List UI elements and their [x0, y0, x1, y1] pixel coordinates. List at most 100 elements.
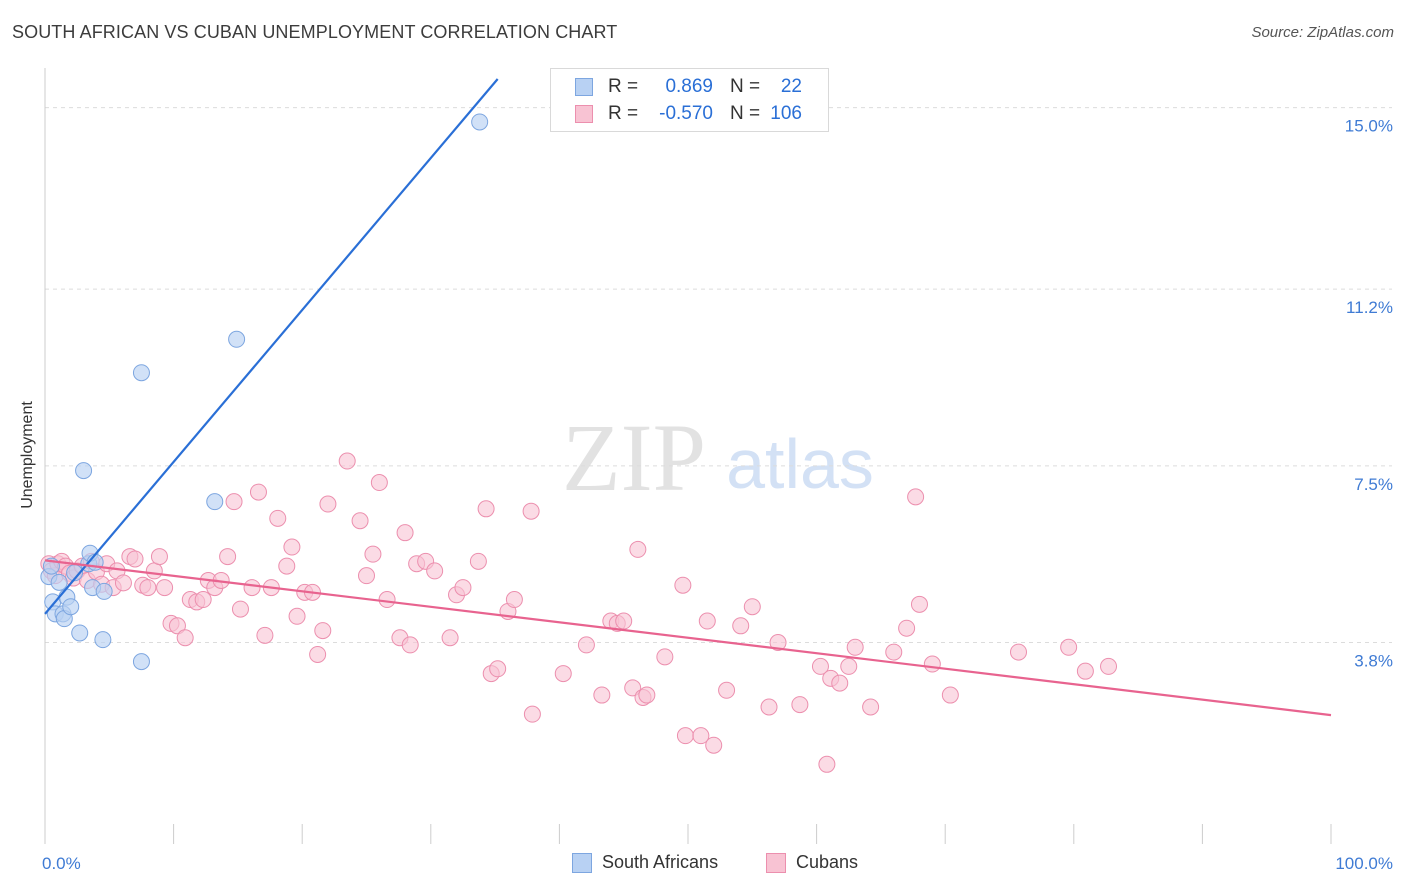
cubans-point	[505, 591, 523, 609]
cubans-point	[454, 579, 472, 597]
cubans-point	[629, 540, 647, 558]
south-africans-point	[71, 624, 89, 642]
cubans-point	[1060, 638, 1078, 656]
cubans-point	[269, 509, 287, 527]
cubans-point	[351, 512, 369, 530]
cubans-point	[156, 579, 174, 597]
cubans-point	[769, 634, 787, 652]
y-tick-label: 3.8%	[1354, 652, 1393, 671]
cubans-point	[283, 538, 301, 556]
cubans-point	[743, 598, 761, 616]
legend-item-cubans[interactable]: Cubans	[766, 852, 858, 873]
cubans-point	[941, 686, 959, 704]
cubans-point	[194, 591, 212, 609]
trend-lines	[44, 78, 1332, 717]
cubans-point	[1100, 657, 1118, 675]
south-africans-point	[132, 364, 150, 382]
cubans-point	[477, 500, 495, 518]
cubans-point	[278, 557, 296, 575]
watermark-atlas: atlas	[726, 425, 874, 503]
n-value: 106	[770, 103, 802, 124]
x-tick-label: 100.0%	[1335, 854, 1393, 873]
y-tick-label: 11.2%	[1346, 298, 1393, 317]
cubans-point	[840, 657, 858, 675]
cubans-point	[718, 681, 736, 699]
south-africans-point	[94, 631, 112, 649]
stats-row-cubans: R = -0.570 N = 106	[551, 100, 828, 128]
cubans-point	[831, 674, 849, 692]
cubans-point	[705, 736, 723, 754]
n-value: 22	[780, 76, 802, 97]
cubans-point	[593, 686, 611, 704]
cubans-point	[338, 452, 356, 470]
cubans-point	[1010, 643, 1028, 661]
r-label: R =	[608, 103, 639, 124]
cubans-point	[231, 600, 249, 618]
cubans-point	[426, 562, 444, 580]
south-africans-point	[50, 573, 68, 591]
cubans-point	[885, 643, 903, 661]
cubans-point	[219, 548, 237, 566]
r-label: R =	[608, 76, 639, 97]
cubans-point	[150, 548, 168, 566]
axes	[44, 68, 1332, 844]
cubans-point	[1076, 662, 1094, 680]
south-africans-swatch	[575, 78, 593, 96]
cubans-point	[615, 612, 633, 630]
cubans-point	[396, 524, 414, 542]
south-africans-trend-line	[44, 78, 499, 615]
cubans-trend-line	[44, 559, 1332, 717]
cubans-point	[243, 579, 261, 597]
south-africans-point	[95, 582, 113, 600]
south-africans-legend-swatch	[572, 852, 592, 873]
cubans-point	[288, 607, 306, 625]
cubans-point	[923, 655, 941, 673]
cubans-point	[370, 474, 388, 492]
watermark: ZIP atlas	[562, 404, 874, 511]
cubans-point	[732, 617, 750, 635]
watermark-zip: ZIP	[562, 404, 706, 511]
source-label: Source: ZipAtlas.com	[1251, 24, 1394, 41]
y-tick-label: 15.0%	[1345, 117, 1393, 136]
cubans-point	[378, 591, 396, 609]
cubans-point	[523, 705, 541, 723]
cubans-point	[314, 622, 332, 640]
cubans-point	[168, 617, 186, 635]
south-africans-point	[471, 113, 489, 131]
cubans-point	[692, 727, 710, 745]
n-label: N =	[730, 76, 761, 97]
cubans-point	[656, 648, 674, 666]
cubans-point	[698, 612, 716, 630]
cubans-point	[319, 495, 337, 513]
legend-label: Cubans	[796, 852, 859, 872]
cubans-point	[114, 574, 132, 592]
cubans-point	[898, 619, 916, 637]
n-label: N =	[730, 103, 761, 124]
y-tick-label: 7.5%	[1354, 475, 1393, 494]
stats-legend: R = 0.869 N = 22 R = -0.570 N = 106	[550, 68, 829, 132]
stats-row-south-africans: R = 0.869 N = 22	[551, 73, 828, 101]
cubans-point	[554, 665, 572, 683]
cubans-point	[638, 686, 656, 704]
tick-labels: 3.8% 7.5% 11.2% 15.0% 0.0% 100.0%	[42, 117, 1393, 873]
cubans-point	[309, 645, 327, 663]
south-africans-point	[132, 653, 150, 671]
cubans-point	[401, 636, 419, 654]
cubans-point	[441, 629, 459, 647]
cubans-point	[577, 636, 595, 654]
legend-item-south-africans[interactable]: South Africans	[572, 852, 718, 873]
r-value: 0.869	[665, 76, 713, 97]
cubans-point	[358, 567, 375, 585]
cubans-point	[364, 545, 382, 563]
r-value: -0.570	[659, 103, 713, 124]
south-africans-points	[40, 113, 489, 671]
x-tick-label: 0.0%	[42, 854, 81, 873]
cubans-point	[907, 488, 925, 506]
cubans-point	[469, 552, 487, 570]
cubans-point	[126, 550, 144, 568]
cubans-point	[249, 483, 267, 501]
cubans-point	[910, 595, 928, 613]
south-africans-point	[62, 598, 80, 616]
cubans-swatch	[575, 105, 593, 123]
